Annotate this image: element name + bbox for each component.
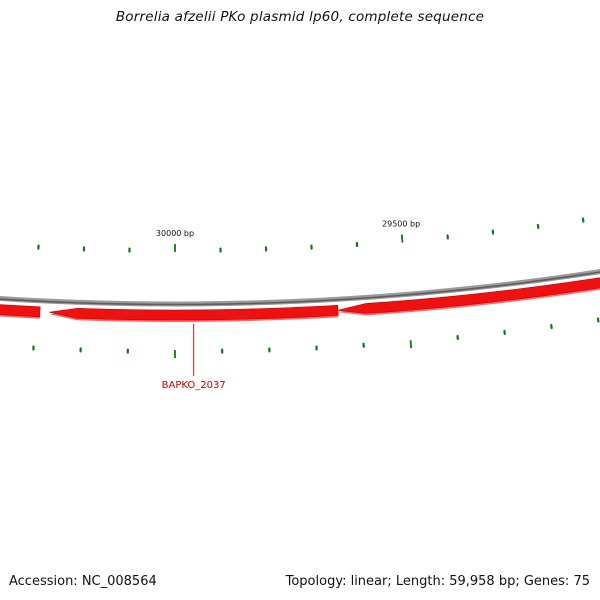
backbone-core xyxy=(0,271,600,306)
accession-text: Accession: NC_008564 xyxy=(9,574,157,589)
outer-scale-ticks xyxy=(37,217,585,253)
scale-labels: 27000 bp27500 bp28000 bp28500 bp29000 bp… xyxy=(156,220,420,238)
gene-arrow xyxy=(0,304,41,318)
backbone-outer xyxy=(0,269,600,307)
scale-label: 30000 bp xyxy=(156,229,194,238)
inner-scale-ticks xyxy=(32,317,600,358)
map-title: Borrelia afzelii PKo plasmid lp60, compl… xyxy=(115,9,485,25)
outer-major-tick xyxy=(400,234,404,243)
inner-major-tick xyxy=(409,340,413,349)
topology-summary: Topology: linear; Length: 59,958 bp; Gen… xyxy=(285,574,590,589)
sequence-backbone xyxy=(0,269,600,307)
gene-labels: BAPKO_2035BAPKO_2036BAPKO_2037BAPKO_2038 xyxy=(162,323,226,391)
gene-features xyxy=(0,277,600,322)
gene-arrow xyxy=(337,277,600,314)
gene-label: BAPKO_2037 xyxy=(162,380,226,391)
gene-arrow xyxy=(49,304,339,321)
scale-label: 29500 bp xyxy=(382,220,420,229)
